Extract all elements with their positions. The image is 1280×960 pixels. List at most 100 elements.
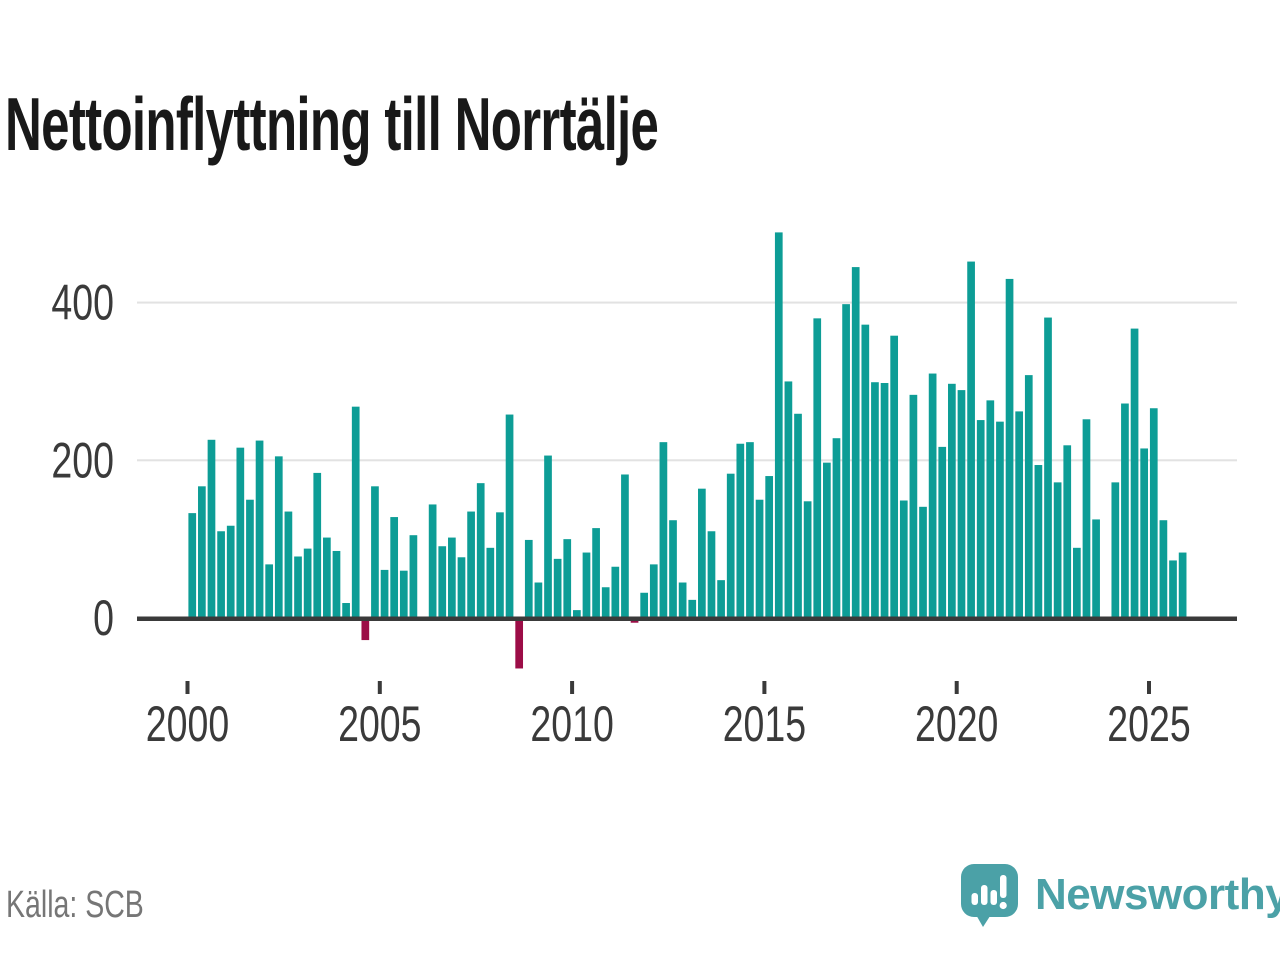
bar-2006Q3: [438, 546, 447, 618]
bar-2017Q4: [871, 382, 879, 618]
bar-2003Q2: [313, 472, 322, 618]
bar-2012Q3: [669, 520, 677, 618]
bar-2005Q2: [390, 517, 399, 618]
bar-2004Q4: [371, 486, 379, 618]
bar-2009Q4: [563, 539, 572, 618]
bar-2010Q2: [582, 552, 591, 618]
bar-2017Q2: [851, 267, 860, 618]
bar-2018Q3: [899, 500, 908, 618]
gridline-200: [137, 459, 1237, 462]
bar-2023Q1: [1073, 547, 1081, 618]
bar-2007Q3: [476, 483, 485, 618]
bar-2007Q2: [467, 511, 475, 618]
bar-2012Q2: [659, 442, 668, 618]
bar-2023Q2: [1082, 419, 1091, 618]
bar-2002Q1: [265, 564, 274, 618]
bar-2002Q4: [294, 556, 302, 618]
bar-2017Q1: [842, 304, 850, 618]
bar-2001Q1: [226, 525, 235, 618]
bar-2015Q2: [774, 232, 783, 618]
bar-2000Q3: [207, 439, 216, 618]
bar-2005Q4: [409, 535, 418, 618]
bar-2008Q4: [524, 539, 533, 618]
bar-2002Q3: [284, 511, 293, 618]
x-axis-label-2005: 2005: [338, 697, 421, 752]
x-axis-line: [137, 616, 1237, 621]
bar-2022Q1: [1034, 465, 1043, 618]
x-axis-tick-2025: [1147, 681, 1151, 694]
bar-2024Q4: [1140, 448, 1149, 618]
bar-2005Q1: [380, 569, 389, 618]
y-axis-label-0: 0: [93, 591, 114, 646]
newsworthy-bubble-barchart-icon: [961, 864, 1018, 927]
bar-2004Q1: [342, 603, 350, 618]
bar-2021Q2: [1005, 278, 1014, 618]
bar-2009Q1: [534, 582, 543, 618]
bar-2008Q1: [496, 512, 504, 618]
bar-2020Q1: [957, 390, 966, 618]
bar-2009Q2: [544, 455, 552, 618]
bar-2011Q4: [640, 592, 649, 618]
bar-2024Q2: [1121, 403, 1129, 618]
bar-2001Q4: [255, 440, 264, 618]
bar-2017Q3: [861, 324, 870, 618]
bar-2014Q3: [746, 442, 754, 618]
bar-2018Q2: [890, 335, 899, 618]
bar-2013Q2: [698, 488, 706, 618]
bar-2000Q4: [217, 531, 225, 618]
bar-2022Q2: [1044, 317, 1052, 618]
bar-2025Q2: [1159, 520, 1168, 618]
bar-2001Q3: [246, 499, 254, 618]
y-axis-label-200: 200: [51, 433, 114, 488]
bar-2024Q1: [1111, 482, 1120, 618]
bar-2025Q3: [1169, 560, 1177, 618]
newsworthy-logo-text: Newsworthy: [1035, 870, 1280, 919]
bar-2025Q4: [1178, 552, 1187, 618]
bar-2025Q1: [1149, 408, 1158, 618]
x-axis-tick-2020: [954, 681, 959, 694]
bar-2012Q1: [649, 564, 658, 618]
x-axis-label-2020: 2020: [915, 697, 998, 752]
bar-2003Q4: [332, 550, 341, 618]
source-caption: Källa: SCB: [6, 884, 144, 926]
bar-2004Q2: [351, 406, 360, 618]
bar-2009Q3: [553, 558, 562, 618]
bar-2002Q2: [274, 456, 283, 618]
bar-2013Q3: [707, 531, 716, 618]
x-axis-tick-2015: [762, 681, 767, 694]
negative-bar-2008Q3: [515, 618, 524, 669]
bar-2015Q4: [794, 413, 802, 618]
chart-title: Nettoinflyttning till Norrtälje: [5, 82, 659, 167]
x-axis-label-2025: 2025: [1107, 697, 1190, 752]
bar-2019Q4: [948, 383, 956, 618]
bar-2000Q2: [198, 486, 206, 618]
bar-2011Q2: [621, 474, 629, 618]
bar-2007Q4: [486, 547, 495, 618]
bar-2016Q2: [813, 318, 822, 618]
x-axis-tick-2005: [377, 681, 382, 694]
bar-2006Q2: [428, 504, 437, 618]
bar-2014Q2: [736, 443, 745, 618]
bar-2021Q1: [996, 421, 1004, 618]
bar-2018Q4: [909, 394, 918, 618]
bar-2016Q3: [823, 462, 831, 618]
bar-2003Q3: [323, 537, 331, 618]
bar-2010Q3: [592, 528, 600, 618]
x-axis-label-2000: 2000: [146, 697, 229, 752]
negative-bar-2004Q3: [361, 618, 370, 641]
bar-2018Q1: [880, 383, 889, 618]
bar-2023Q3: [1092, 519, 1100, 618]
bar-2020Q2: [967, 261, 975, 618]
bar-2019Q3: [938, 446, 947, 618]
bar-2020Q3: [976, 420, 985, 618]
x-axis-label-2015: 2015: [723, 697, 806, 752]
bar-2019Q2: [928, 373, 937, 618]
bar-2015Q1: [765, 476, 774, 618]
bar-2011Q1: [611, 566, 620, 618]
bar-2024Q3: [1130, 328, 1139, 618]
bar-2010Q1: [573, 610, 581, 618]
bar-2013Q4: [717, 580, 725, 618]
newsworthy-logo: Newsworthy: [961, 864, 1280, 927]
